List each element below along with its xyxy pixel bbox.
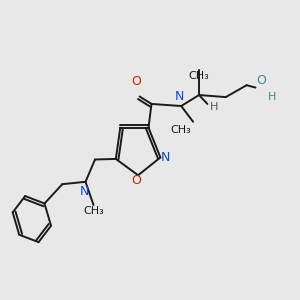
Text: CH₃: CH₃ bbox=[171, 125, 192, 135]
Text: N: N bbox=[79, 185, 89, 198]
Text: O: O bbox=[132, 75, 142, 88]
Text: N: N bbox=[175, 90, 184, 103]
Text: N: N bbox=[161, 151, 170, 164]
Text: O: O bbox=[132, 174, 142, 187]
Text: H: H bbox=[210, 102, 219, 112]
Text: CH₃: CH₃ bbox=[189, 71, 209, 81]
Text: CH₃: CH₃ bbox=[83, 206, 104, 217]
Text: H: H bbox=[267, 92, 276, 102]
Text: O: O bbox=[256, 74, 266, 87]
